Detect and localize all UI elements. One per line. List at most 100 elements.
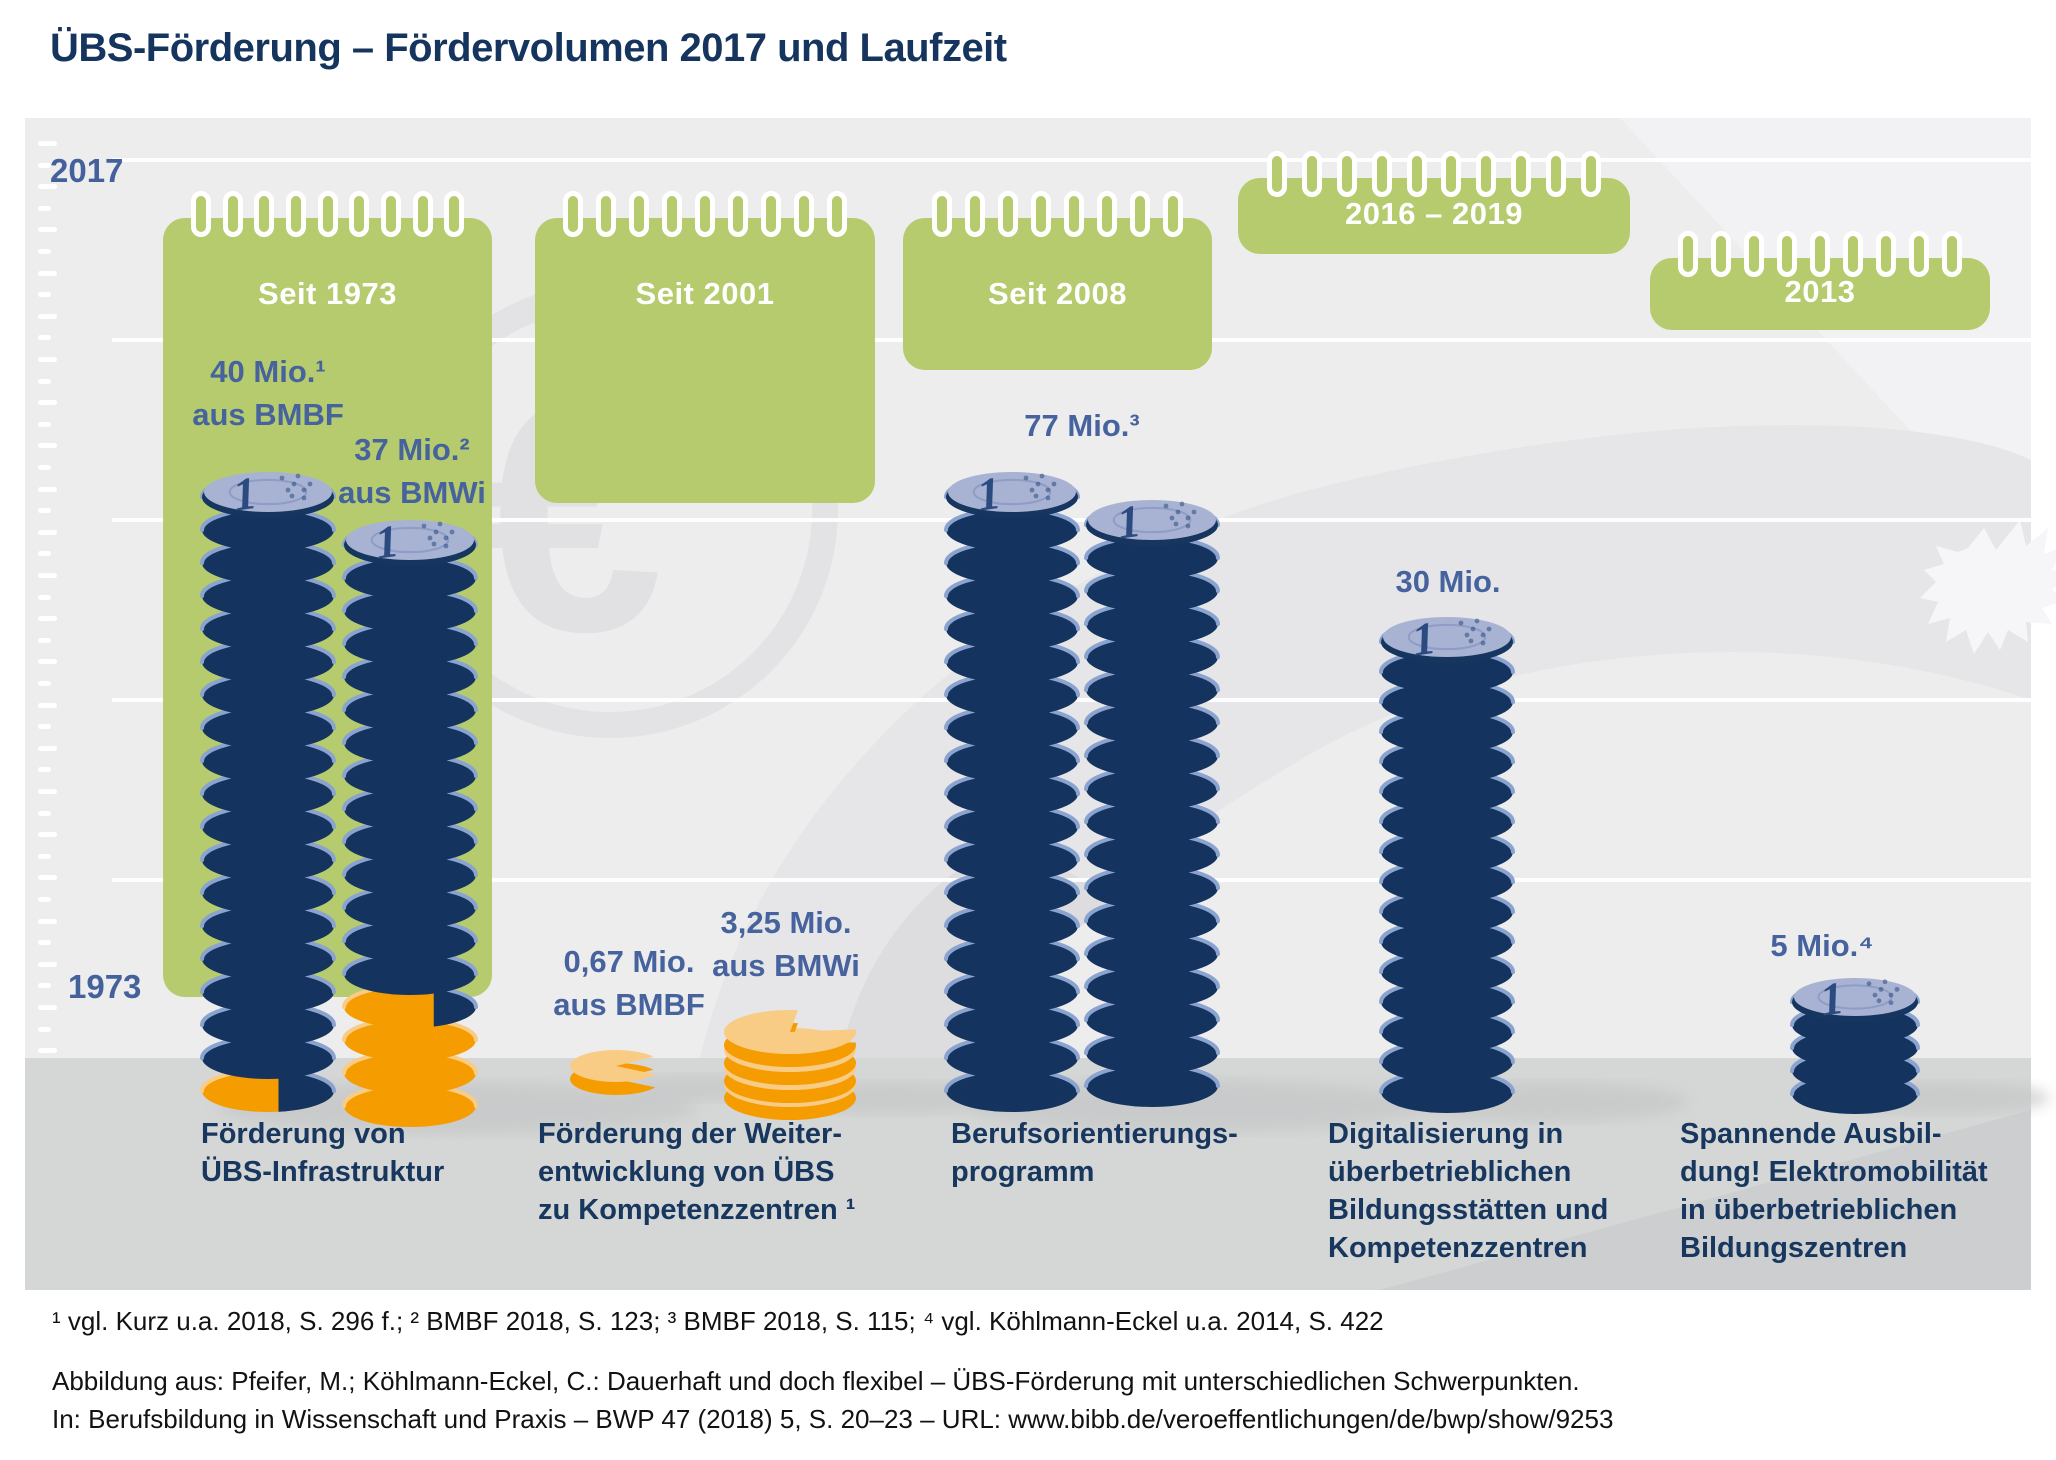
axis-tick: [38, 745, 57, 751]
calendar-ring-icon: [1441, 151, 1462, 197]
axis-tick: [38, 810, 51, 816]
category-label: Förderung der Weiter-entwicklung von ÜBS…: [538, 1118, 856, 1226]
calendar-ring-icon: [1744, 231, 1765, 277]
axis-tick: [38, 162, 51, 168]
value-label: 37 Mio.² aus BMWi: [338, 432, 486, 510]
calendar-ring-icon: [1337, 151, 1357, 197]
calendar-ring-icon: [695, 191, 715, 237]
axis-tick: [38, 940, 51, 946]
axis-tick: [38, 378, 51, 384]
calendar-ring-icon: [1941, 231, 1962, 277]
calendar-ring-icon: [1406, 151, 1427, 197]
axis-tick: [38, 508, 51, 514]
axis-tick: [38, 313, 57, 319]
calendar-ring-icon: [727, 191, 748, 237]
calendar-ring-icon: [380, 191, 401, 237]
axis-tick: [38, 1026, 51, 1032]
value-label: 0,67 Mio. aus BMBF: [553, 944, 705, 1022]
axis-tick: [38, 918, 57, 924]
value-label: 30 Mio.: [1395, 564, 1501, 599]
axis-tick: [38, 335, 51, 341]
axis-tick: [38, 1005, 57, 1010]
axis-tick: [38, 141, 57, 146]
calendar-ring-icon: [1302, 151, 1323, 197]
calendar-ring-icon: [596, 191, 617, 237]
axis-tick: [38, 832, 57, 838]
calendar-ring-icon: [222, 191, 243, 237]
calendar-ring-icon: [1130, 191, 1151, 237]
calendar-ring-icon: [1842, 231, 1863, 277]
axis-tick: [38, 961, 57, 967]
page-title: ÜBS-Förderung – Fördervolumen 2017 und L…: [50, 26, 1007, 70]
axis-tick: [38, 767, 51, 773]
calendar-ring-icon: [563, 191, 584, 237]
axis-tick: [38, 443, 57, 449]
category-label: Digitalisierung in überbetrieblichen Bildu…: [1328, 1118, 1609, 1264]
calendar-ring-icon: [760, 191, 781, 237]
axis-tick: [38, 702, 57, 708]
source-line-1: Abbildung aus: Pfeifer, M.; Köhlmann-Eck…: [52, 1366, 1580, 1396]
axis-tick: [38, 529, 57, 535]
value-label: 5 Mio.⁴: [1770, 928, 1874, 963]
source-line-2: In: Berufsbildung in Wissenschaft und Pr…: [52, 1404, 1614, 1434]
axis-label-top-year: 2017: [50, 152, 124, 189]
calendar-ring-icon: [793, 191, 814, 237]
calendar-banner-label: Seit 1973: [258, 276, 397, 311]
axis-tick: [38, 897, 51, 902]
calendar-banner: 2013: [1650, 231, 1990, 330]
axis-tick: [38, 421, 51, 427]
axis-tick: [38, 724, 51, 730]
calendar-banner-label: 2013: [1784, 274, 1856, 309]
axis-tick: [38, 205, 51, 211]
calendar-ring-icon: [629, 191, 650, 237]
axis-tick: [38, 465, 51, 470]
axis-tick: [38, 292, 51, 298]
calendar-ring-icon: [1580, 151, 1601, 197]
axis-tick: [38, 357, 57, 362]
calendar-ring-icon: [1163, 191, 1184, 237]
axis-tick: [38, 594, 51, 600]
calendar-ring-icon: [444, 191, 465, 237]
calendar-ring-icon: [1875, 231, 1896, 277]
axis-tick: [38, 573, 57, 578]
gridline: [112, 158, 2031, 162]
axis-tick: [38, 853, 51, 859]
axis-tick: [38, 551, 51, 557]
calendar-ring-icon: [190, 191, 211, 237]
calendar-banner: Seit 1973: [163, 191, 492, 997]
calendar-ring-icon: [285, 191, 306, 237]
calendar-ring-icon: [1511, 151, 1531, 197]
value-label: 77 Mio.³: [1024, 408, 1140, 443]
category-label: Berufsorientierungs-programm: [951, 1118, 1238, 1188]
axis-label-bottom-year: 1973: [68, 968, 142, 1005]
axis-tick: [38, 184, 57, 190]
calendar-ring-icon: [1545, 151, 1566, 197]
calendar-banner: Seit 2001: [535, 191, 875, 503]
calendar-ring-icon: [1097, 191, 1118, 237]
calendar-ring-icon: [826, 191, 847, 237]
calendar-ring-icon: [1678, 231, 1699, 277]
value-label: 3,25 Mio. aus BMWi: [712, 905, 860, 983]
axis-tick: [38, 659, 57, 665]
calendar-ring-icon: [931, 191, 952, 237]
calendar-ring-icon: [1476, 151, 1497, 197]
axis-tick: [38, 875, 57, 881]
calendar-ring-icon: [1810, 231, 1830, 277]
calendar-ring-icon: [317, 191, 338, 237]
axis-tick: [38, 789, 57, 794]
calendar-banner: 2016 – 2019: [1238, 151, 1630, 254]
calendar-ring-icon: [412, 191, 433, 237]
calendar-ring-icon: [349, 191, 370, 237]
calendar-banner-label: Seit 2008: [988, 276, 1127, 311]
axis-tick: [38, 983, 51, 989]
calendar-ring-icon: [1711, 231, 1732, 277]
axis-tick: [38, 637, 51, 643]
axis-tick: [38, 270, 57, 276]
axis-tick: [38, 681, 51, 686]
axis-tick: [38, 227, 57, 233]
axis-tick: [38, 486, 57, 492]
category-label: Spannende Ausbil-dung! Elektromobilität i…: [1680, 1118, 1988, 1264]
category-label: Förderung von ÜBS-Infrastruktur: [201, 1118, 445, 1188]
calendar-ring-icon: [1908, 231, 1929, 277]
